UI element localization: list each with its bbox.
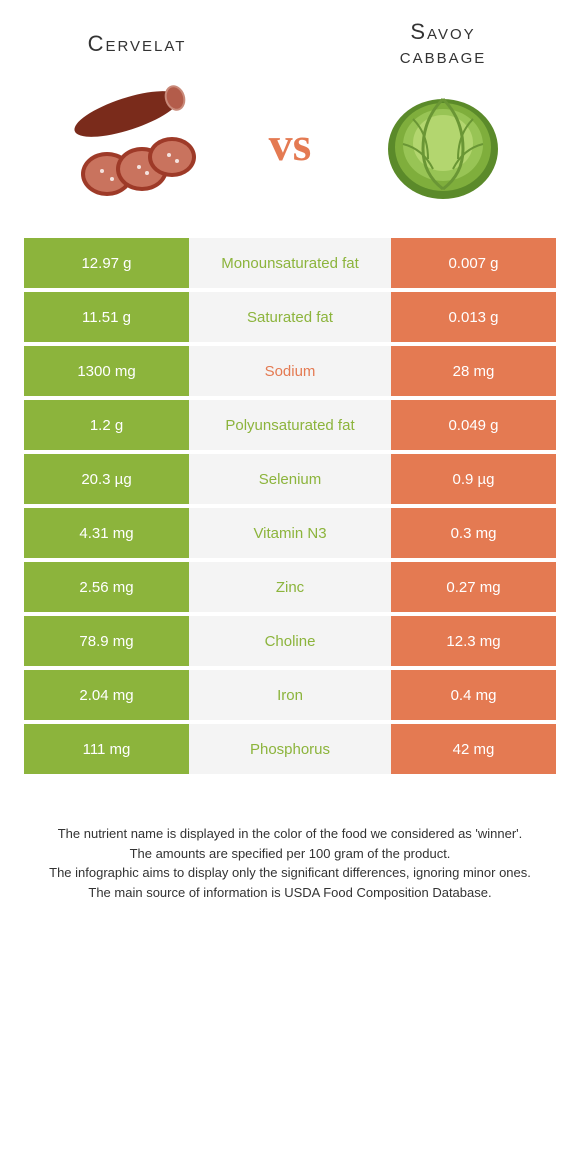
right-title-line2: cabbage [400,43,487,68]
cell-left-value: 4.31 mg [24,508,189,558]
table-row: 11.51 gSaturated fat0.013 g [24,292,556,342]
cell-nutrient-label: Polyunsaturated fat [189,400,391,450]
right-title: Savoy cabbage [330,20,556,68]
table-row: 2.04 mgIron0.4 mg [24,670,556,720]
cell-left-value: 20.3 µg [24,454,189,504]
images-row: vs [24,74,556,214]
footer-line1: The nutrient name is displayed in the co… [24,824,556,844]
right-image [330,74,556,214]
cell-left-value: 11.51 g [24,292,189,342]
cell-left-value: 1300 mg [24,346,189,396]
cell-right-value: 12.3 mg [391,616,556,666]
cell-right-value: 0.3 mg [391,508,556,558]
cell-nutrient-label: Zinc [189,562,391,612]
cell-nutrient-label: Phosphorus [189,724,391,774]
right-title-line1: Savoy [410,19,475,44]
cell-right-value: 0.049 g [391,400,556,450]
table-row: 111 mgPhosphorus42 mg [24,724,556,774]
cell-nutrient-label: Sodium [189,346,391,396]
left-title: Cervelat [24,31,250,57]
table-row: 78.9 mgCholine12.3 mg [24,616,556,666]
cell-right-value: 0.007 g [391,238,556,288]
cell-right-value: 0.27 mg [391,562,556,612]
vs-label: vs [250,117,330,172]
cell-left-value: 2.04 mg [24,670,189,720]
table-row: 1300 mgSodium28 mg [24,346,556,396]
cell-left-value: 111 mg [24,724,189,774]
cabbage-icon [373,79,513,209]
table-row: 20.3 µgSelenium0.9 µg [24,454,556,504]
cell-nutrient-label: Iron [189,670,391,720]
cell-nutrient-label: Monounsaturated fat [189,238,391,288]
cell-right-value: 42 mg [391,724,556,774]
footer-line2: The amounts are specified per 100 gram o… [24,844,556,864]
cell-left-value: 78.9 mg [24,616,189,666]
footer: The nutrient name is displayed in the co… [24,824,556,902]
cell-nutrient-label: Vitamin N3 [189,508,391,558]
footer-line3: The infographic aims to display only the… [24,863,556,883]
cell-right-value: 0.013 g [391,292,556,342]
cell-left-value: 2.56 mg [24,562,189,612]
cervelat-icon [57,79,217,209]
table-row: 12.97 gMonounsaturated fat0.007 g [24,238,556,288]
cell-nutrient-label: Choline [189,616,391,666]
cell-left-value: 1.2 g [24,400,189,450]
table-row: 2.56 mgZinc0.27 mg [24,562,556,612]
cell-right-value: 0.4 mg [391,670,556,720]
cell-nutrient-label: Selenium [189,454,391,504]
cell-right-value: 0.9 µg [391,454,556,504]
cell-right-value: 28 mg [391,346,556,396]
comparison-table: 12.97 gMonounsaturated fat0.007 g11.51 g… [24,238,556,774]
cell-nutrient-label: Saturated fat [189,292,391,342]
table-row: 4.31 mgVitamin N30.3 mg [24,508,556,558]
table-row: 1.2 gPolyunsaturated fat0.049 g [24,400,556,450]
cell-left-value: 12.97 g [24,238,189,288]
left-image [24,74,250,214]
header: Cervelat Savoy cabbage [24,20,556,68]
footer-line4: The main source of information is USDA F… [24,883,556,903]
